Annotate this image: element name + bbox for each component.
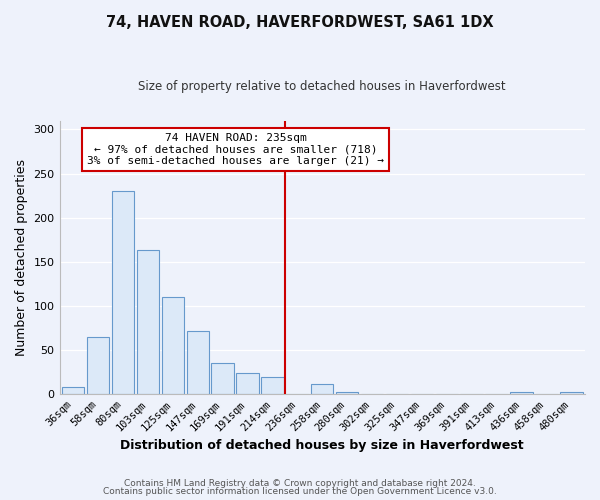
Bar — [112, 191, 134, 394]
Text: 74, HAVEN ROAD, HAVERFORDWEST, SA61 1DX: 74, HAVEN ROAD, HAVERFORDWEST, SA61 1DX — [106, 15, 494, 30]
Bar — [211, 363, 234, 394]
Bar — [510, 392, 533, 394]
Bar — [311, 384, 334, 394]
Bar — [137, 250, 159, 394]
Y-axis label: Number of detached properties: Number of detached properties — [15, 159, 28, 356]
Bar — [261, 378, 284, 394]
Bar — [62, 387, 85, 394]
Title: Size of property relative to detached houses in Haverfordwest: Size of property relative to detached ho… — [139, 80, 506, 93]
Bar — [560, 392, 583, 394]
Bar — [236, 373, 259, 394]
Bar — [87, 336, 109, 394]
Bar — [336, 392, 358, 394]
Text: 74 HAVEN ROAD: 235sqm
← 97% of detached houses are smaller (718)
3% of semi-deta: 74 HAVEN ROAD: 235sqm ← 97% of detached … — [87, 133, 384, 166]
Text: Contains HM Land Registry data © Crown copyright and database right 2024.: Contains HM Land Registry data © Crown c… — [124, 478, 476, 488]
Bar — [161, 297, 184, 394]
Bar — [187, 332, 209, 394]
X-axis label: Distribution of detached houses by size in Haverfordwest: Distribution of detached houses by size … — [121, 440, 524, 452]
Text: Contains public sector information licensed under the Open Government Licence v3: Contains public sector information licen… — [103, 487, 497, 496]
